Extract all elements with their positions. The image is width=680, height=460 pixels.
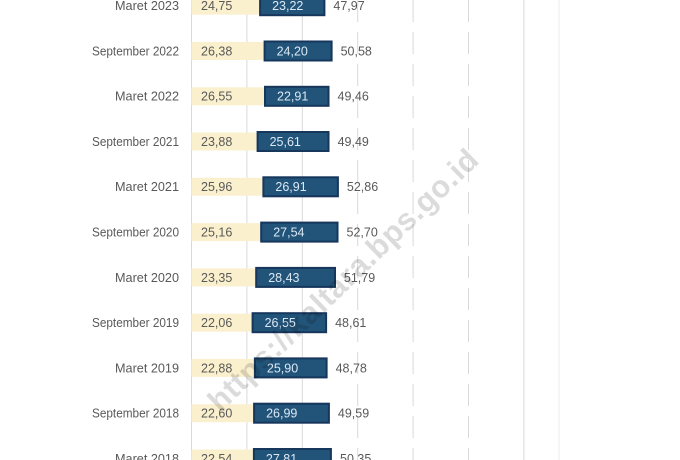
svg-text:September 2019: September 2019 — [92, 316, 179, 330]
svg-text:26,55: 26,55 — [201, 90, 232, 104]
svg-text:52,70: 52,70 — [347, 226, 378, 240]
svg-text:48,61: 48,61 — [335, 316, 366, 330]
svg-text:22,54: 22,54 — [201, 452, 232, 460]
svg-text:24,20: 24,20 — [277, 44, 308, 58]
svg-text:22,91: 22,91 — [277, 90, 308, 104]
svg-text:47,97: 47,97 — [333, 0, 364, 13]
svg-text:52,86: 52,86 — [347, 180, 378, 194]
svg-text:Maret 2020: Maret 2020 — [115, 271, 179, 285]
svg-text:23,22: 23,22 — [272, 0, 303, 13]
svg-text:51,79: 51,79 — [344, 271, 375, 285]
svg-text:49,49: 49,49 — [338, 135, 369, 149]
svg-text:22,88: 22,88 — [201, 361, 232, 375]
svg-text:September 2018: September 2018 — [92, 407, 179, 421]
svg-text:September 2020: September 2020 — [92, 226, 179, 240]
svg-text:27,81: 27,81 — [266, 452, 297, 460]
svg-text:September 2022: September 2022 — [92, 44, 179, 58]
svg-text:22,60: 22,60 — [201, 407, 232, 421]
svg-text:Maret 2018: Maret 2018 — [115, 452, 179, 460]
svg-text:24,75: 24,75 — [201, 0, 232, 13]
svg-text:48,78: 48,78 — [336, 361, 367, 375]
svg-text:26,38: 26,38 — [201, 44, 232, 58]
svg-text:26,99: 26,99 — [266, 407, 297, 421]
svg-text:50,58: 50,58 — [341, 44, 372, 58]
svg-text:28,43: 28,43 — [268, 271, 299, 285]
svg-text:Maret 2021: Maret 2021 — [115, 180, 179, 194]
svg-text:50,35: 50,35 — [340, 452, 371, 460]
svg-text:Maret 2022: Maret 2022 — [115, 90, 179, 104]
svg-text:22,06: 22,06 — [201, 316, 232, 330]
svg-text:25,90: 25,90 — [267, 361, 298, 375]
svg-text:23,35: 23,35 — [201, 271, 232, 285]
svg-text:25,96: 25,96 — [201, 180, 232, 194]
svg-text:25,61: 25,61 — [270, 135, 301, 149]
svg-text:26,91: 26,91 — [275, 180, 306, 194]
svg-text:27,54: 27,54 — [273, 226, 304, 240]
svg-text:49,59: 49,59 — [338, 407, 369, 421]
svg-text:September 2021: September 2021 — [92, 135, 179, 149]
svg-text:23,88: 23,88 — [201, 135, 232, 149]
svg-text:25,16: 25,16 — [201, 226, 232, 240]
svg-text:49,46: 49,46 — [338, 90, 369, 104]
svg-text:26,55: 26,55 — [265, 316, 296, 330]
svg-text:Maret 2023: Maret 2023 — [115, 0, 179, 13]
svg-text:Maret 2019: Maret 2019 — [115, 361, 179, 375]
